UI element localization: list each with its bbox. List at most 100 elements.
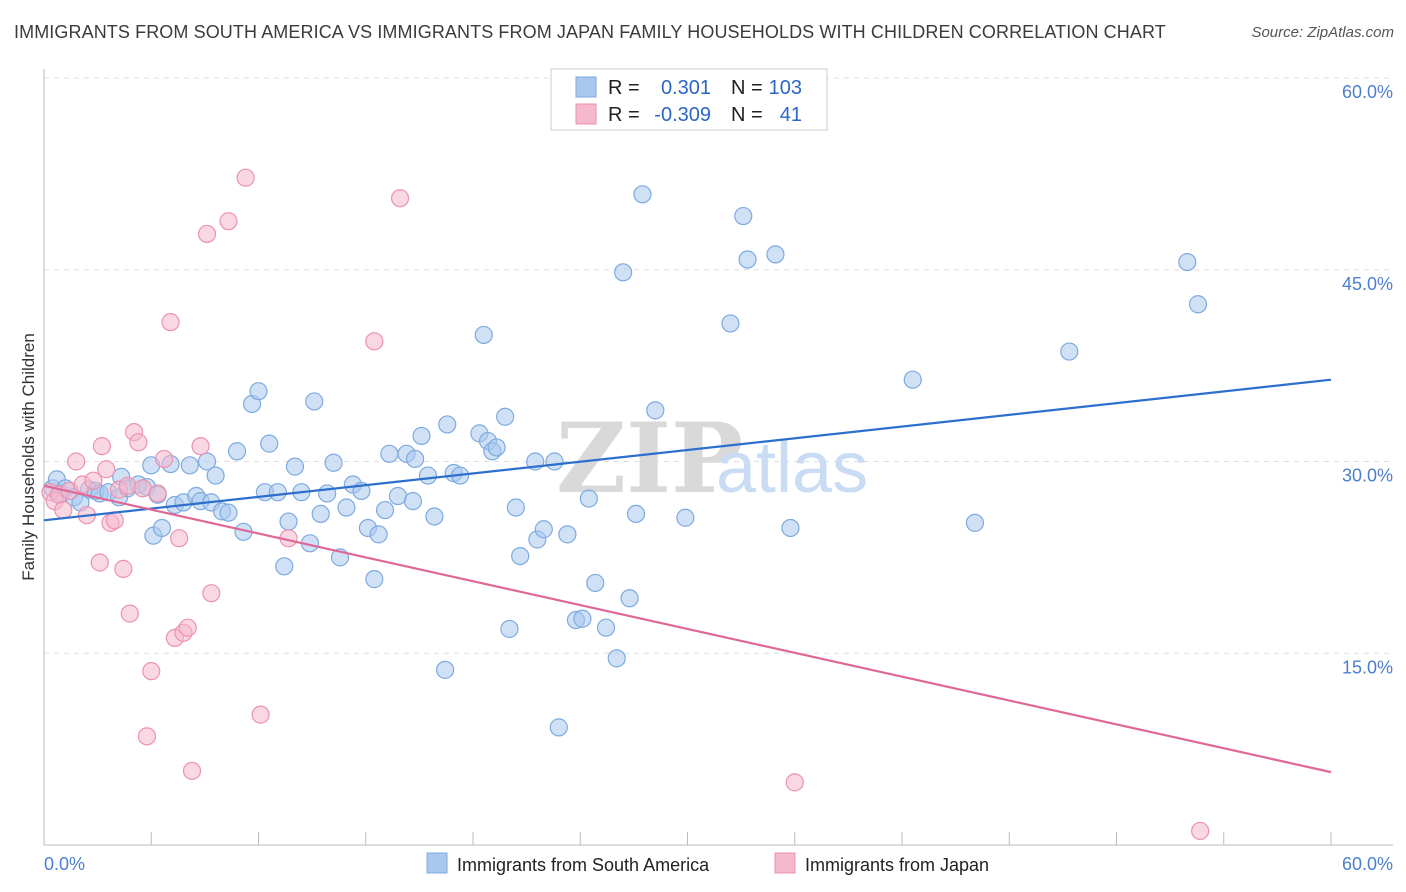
point-japan <box>133 479 152 498</box>
point-japan <box>155 449 174 469</box>
point-south-america <box>318 484 337 503</box>
point-south-america <box>500 619 519 639</box>
point-south-america <box>197 452 217 471</box>
point-south-america <box>1188 295 1208 314</box>
legend-r-label-2: R = <box>608 104 640 126</box>
trend-line-japan <box>43 484 1332 774</box>
point-japan <box>170 529 189 548</box>
bottom-legend-swatch-south-america <box>426 852 448 874</box>
point-south-america <box>1178 252 1197 272</box>
point-south-america <box>738 250 757 269</box>
point-south-america <box>275 557 294 576</box>
point-south-america <box>766 245 785 264</box>
y-tick-label: 45.0% <box>1342 274 1393 294</box>
point-south-america <box>425 507 444 526</box>
point-japan <box>1191 821 1210 841</box>
point-japan <box>120 604 139 623</box>
point-south-america <box>436 660 455 679</box>
y-tick-label: 60.0% <box>1342 82 1393 102</box>
point-south-america <box>511 546 530 566</box>
point-japan <box>236 168 255 187</box>
point-south-america <box>558 525 577 544</box>
point-japan <box>90 553 109 572</box>
point-japan <box>390 189 410 208</box>
point-japan <box>54 500 73 520</box>
axes <box>43 69 1393 846</box>
point-south-america <box>607 649 626 668</box>
bottom-legend-label-south-america: Immigrants from South America <box>457 855 710 875</box>
legend-swatch-japan <box>575 103 597 125</box>
y-tick-label: 15.0% <box>1342 657 1393 677</box>
y-tick-label: 30.0% <box>1342 466 1393 486</box>
point-japan <box>191 437 210 456</box>
point-south-america <box>573 609 592 628</box>
point-south-america <box>626 504 646 524</box>
point-japan <box>129 433 148 452</box>
x-tick-label-min: 0.0% <box>44 854 85 874</box>
point-south-america <box>337 498 356 517</box>
point-japan <box>197 224 217 244</box>
point-south-america <box>279 512 298 531</box>
point-japan <box>114 559 133 578</box>
point-south-america <box>249 382 268 401</box>
point-south-america <box>965 513 985 532</box>
point-japan <box>182 761 202 780</box>
point-south-america <box>506 498 526 517</box>
point-japan <box>142 662 161 681</box>
point-south-america <box>206 466 225 485</box>
point-japan <box>97 460 116 479</box>
trend-line-south-america <box>43 378 1332 522</box>
grid-lines <box>44 77 1393 654</box>
y-axis-tick-labels: 15.0% 30.0% 45.0% 60.0% <box>1342 82 1393 677</box>
point-south-america <box>260 434 279 453</box>
point-south-america <box>180 456 199 475</box>
point-south-america <box>549 718 568 737</box>
point-japan <box>118 476 137 495</box>
legend-swatch-south-america <box>575 76 597 98</box>
point-south-america <box>620 589 639 608</box>
point-south-america <box>418 466 438 485</box>
point-south-america <box>365 570 384 589</box>
point-south-america <box>412 426 431 446</box>
chart-title: IMMIGRANTS FROM SOUTH AMERICA VS IMMIGRA… <box>14 22 1166 42</box>
legend-r-label-1: R = <box>608 77 640 99</box>
legend-n-label-2: N = <box>731 104 763 126</box>
point-south-america <box>474 325 493 345</box>
point-japan <box>84 471 103 490</box>
point-south-america <box>586 573 605 593</box>
point-japan <box>92 437 112 456</box>
source-label: Source: ZipAtlas.com <box>1251 24 1394 41</box>
x-axis-ticks <box>43 832 1332 845</box>
point-south-america <box>676 508 695 527</box>
legend-r-value-2: -0.309 <box>654 104 711 126</box>
point-japan <box>219 212 238 231</box>
point-south-america <box>646 401 665 420</box>
point-south-america <box>403 492 423 511</box>
point-japan <box>365 332 384 351</box>
point-south-america <box>438 415 457 434</box>
point-japan <box>148 484 167 503</box>
point-south-america <box>903 370 922 389</box>
point-japan <box>785 773 804 792</box>
bottom-legend-label-japan: Immigrants from Japan <box>805 855 989 875</box>
legend-n-value-2: 41 <box>780 104 802 126</box>
point-south-america <box>633 185 652 204</box>
legend-r-value-1: 0.301 <box>661 77 711 99</box>
y-axis-title: Family Households with Children <box>19 333 38 581</box>
point-japan <box>105 511 124 530</box>
point-south-america <box>496 407 515 426</box>
point-south-america <box>227 442 247 461</box>
point-japan <box>251 705 270 724</box>
point-south-america <box>579 489 598 508</box>
point-south-america <box>324 453 343 472</box>
point-south-america <box>380 444 399 463</box>
point-japan <box>178 618 197 637</box>
x-tick-label-max: 60.0% <box>1342 854 1393 874</box>
point-south-america <box>614 263 633 282</box>
watermark: ZIP atlas <box>556 402 868 515</box>
point-south-america <box>152 518 172 538</box>
point-south-america <box>534 520 553 539</box>
point-south-america <box>487 438 506 457</box>
legend-n-label-1: N = <box>731 77 763 99</box>
